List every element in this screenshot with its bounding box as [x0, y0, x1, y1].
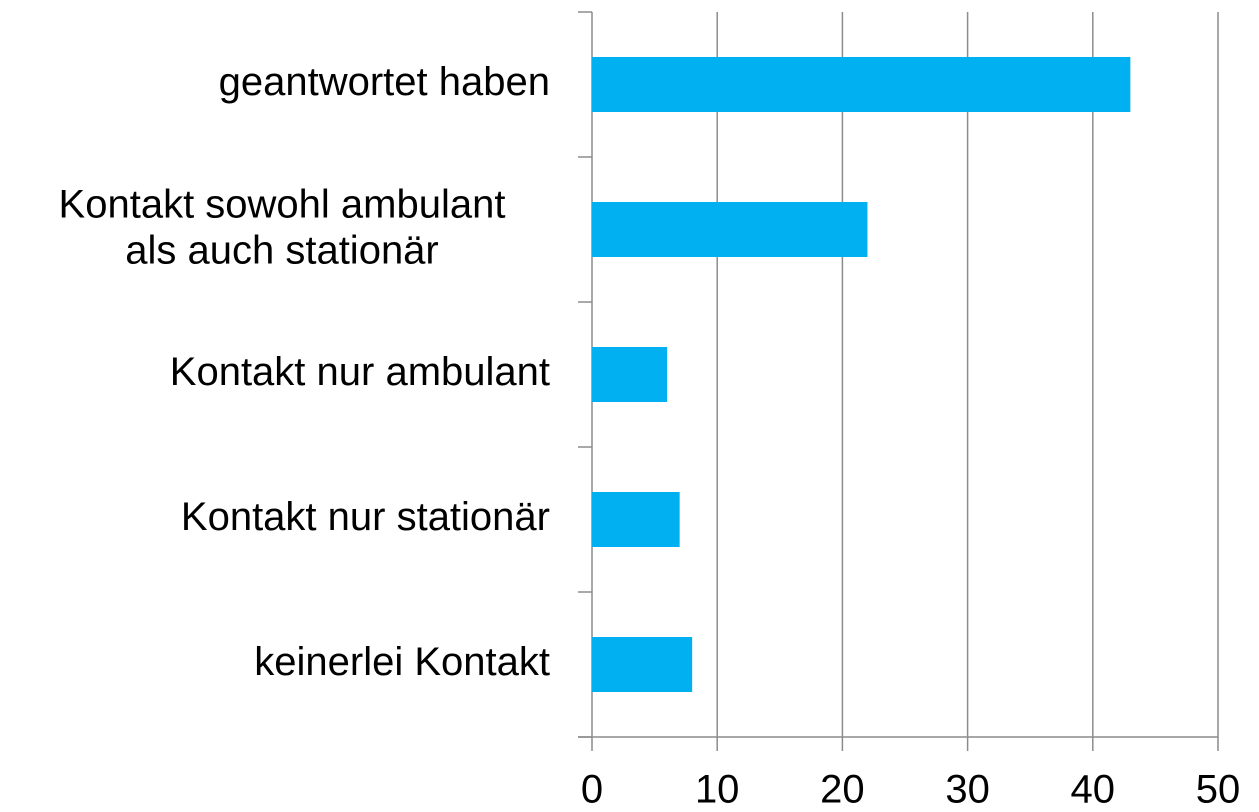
bar [592, 637, 693, 692]
bar [592, 492, 680, 547]
x-tick-label: 30 [945, 768, 990, 812]
bar [592, 347, 668, 402]
bar [592, 202, 868, 257]
y-tick-label: Kontakt sowohl ambulant als auch stationä… [59, 182, 506, 272]
y-tick-label: geantwortet haben [219, 60, 550, 104]
x-tick-label: 50 [1196, 768, 1241, 812]
y-tick-label: keinerlei Kontakt [254, 640, 550, 684]
bar [592, 57, 1131, 112]
y-tick-label: Kontakt nur stationär [181, 495, 550, 539]
x-tick-label: 10 [695, 768, 740, 812]
y-tick-label: Kontakt nur ambulant [170, 350, 550, 394]
x-tick-label: 0 [581, 768, 603, 812]
x-tick-label: 40 [1071, 768, 1116, 812]
x-tick-label: 20 [820, 768, 865, 812]
